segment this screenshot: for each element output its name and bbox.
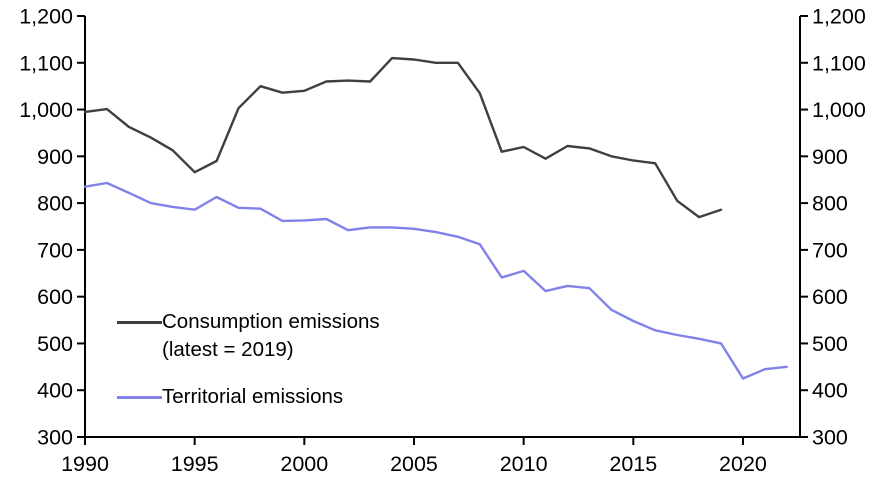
- consumption-legend-label: Consumption emissions: [162, 310, 380, 333]
- chart-legend: Consumption emissions (latest = 2019) Te…: [117, 308, 380, 411]
- consumption-legend-note: (latest = 2019): [162, 338, 294, 361]
- y-axis-label-left: 700: [37, 238, 73, 262]
- y-axis-label-right: 1,000: [812, 98, 866, 122]
- y-axis-label-right: 1,200: [812, 5, 866, 29]
- y-axis-label-right: 600: [812, 285, 848, 309]
- y-axis-label-left: 900: [37, 145, 73, 169]
- y-axis-label-left: 300: [37, 426, 73, 450]
- consumption-legend-text: Consumption emissions (latest = 2019): [162, 308, 380, 364]
- y-axis-label-left: 400: [37, 379, 73, 403]
- territorial-line-swatch: [117, 396, 162, 399]
- consumption-emissions-line: [83, 56, 723, 219]
- y-axis-label-right: 800: [812, 192, 848, 216]
- y-axis-label-right: 500: [812, 332, 848, 356]
- y-axis-label-right: 900: [812, 145, 848, 169]
- consumption-line-swatch: [117, 321, 162, 324]
- x-axis-label: 2005: [390, 452, 438, 476]
- x-axis-label: 2015: [609, 452, 657, 476]
- y-axis-label-left: 1,200: [19, 5, 73, 29]
- y-axis-label-right: 300: [812, 426, 848, 450]
- y-axis-label-left: 800: [37, 192, 73, 216]
- legend-item-territorial: Territorial emissions: [117, 383, 380, 411]
- y-axis-label-left: 600: [37, 285, 73, 309]
- y-axis-label-right: 400: [812, 379, 848, 403]
- y-axis-label-left: 500: [37, 332, 73, 356]
- y-axis-label-left: 1,000: [19, 98, 73, 122]
- x-axis-label: 2000: [280, 452, 328, 476]
- y-axis-label-left: 1,100: [19, 51, 73, 75]
- x-axis-label: 2020: [719, 452, 767, 476]
- x-axis-label: 1990: [61, 452, 109, 476]
- y-axis-label-right: 1,100: [812, 51, 866, 75]
- territorial-emissions-line: [83, 181, 788, 380]
- y-axis-label-right: 700: [812, 238, 848, 262]
- x-axis-label: 2010: [500, 452, 548, 476]
- legend-item-consumption: Consumption emissions (latest = 2019): [117, 308, 380, 364]
- x-axis-label: 1995: [171, 452, 219, 476]
- territorial-legend-label: Territorial emissions: [162, 385, 344, 408]
